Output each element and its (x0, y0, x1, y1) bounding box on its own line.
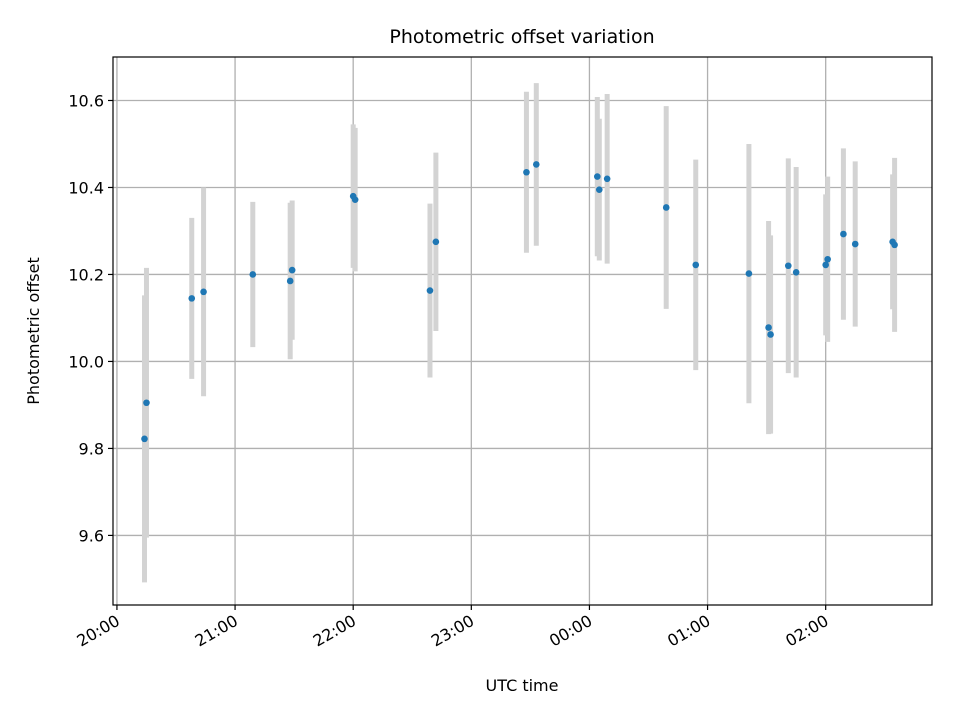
data-point (188, 295, 196, 302)
data-point (767, 331, 774, 338)
data-point (662, 204, 670, 211)
data-point (532, 161, 540, 168)
data-points (141, 161, 898, 443)
data-point (784, 262, 792, 270)
data-point (692, 261, 700, 269)
data-point (603, 175, 611, 183)
y-tick-label: 10.0 (68, 352, 104, 371)
plot-frame (112, 56, 933, 606)
data-point (745, 270, 753, 277)
y-axis-label: Photometric offset (24, 257, 43, 405)
y-tick-label: 9.6 (79, 526, 104, 545)
data-point (351, 196, 359, 203)
data-point (523, 168, 530, 176)
data-point (288, 266, 296, 274)
data-point (286, 277, 294, 285)
y-tick-label: 10.6 (68, 91, 104, 110)
data-point (824, 255, 831, 263)
data-point (891, 241, 898, 249)
data-point (595, 186, 603, 193)
y-tick-label: 10.4 (68, 178, 104, 197)
data-point (851, 240, 859, 248)
data-point (200, 288, 207, 296)
data-point (822, 261, 829, 269)
chart-title: Photometric offset variation (389, 26, 654, 48)
data-point (840, 230, 847, 238)
data-point (249, 271, 257, 278)
data-point (792, 268, 800, 276)
data-point (432, 238, 440, 246)
data-point (765, 324, 772, 331)
y-tick-label: 10.2 (68, 265, 104, 284)
y-tick-label: 9.8 (79, 439, 104, 458)
x-axis-label: UTC time (486, 676, 559, 695)
data-point (594, 173, 601, 180)
data-point (143, 399, 150, 407)
data-point (426, 287, 434, 294)
data-point (141, 435, 148, 443)
